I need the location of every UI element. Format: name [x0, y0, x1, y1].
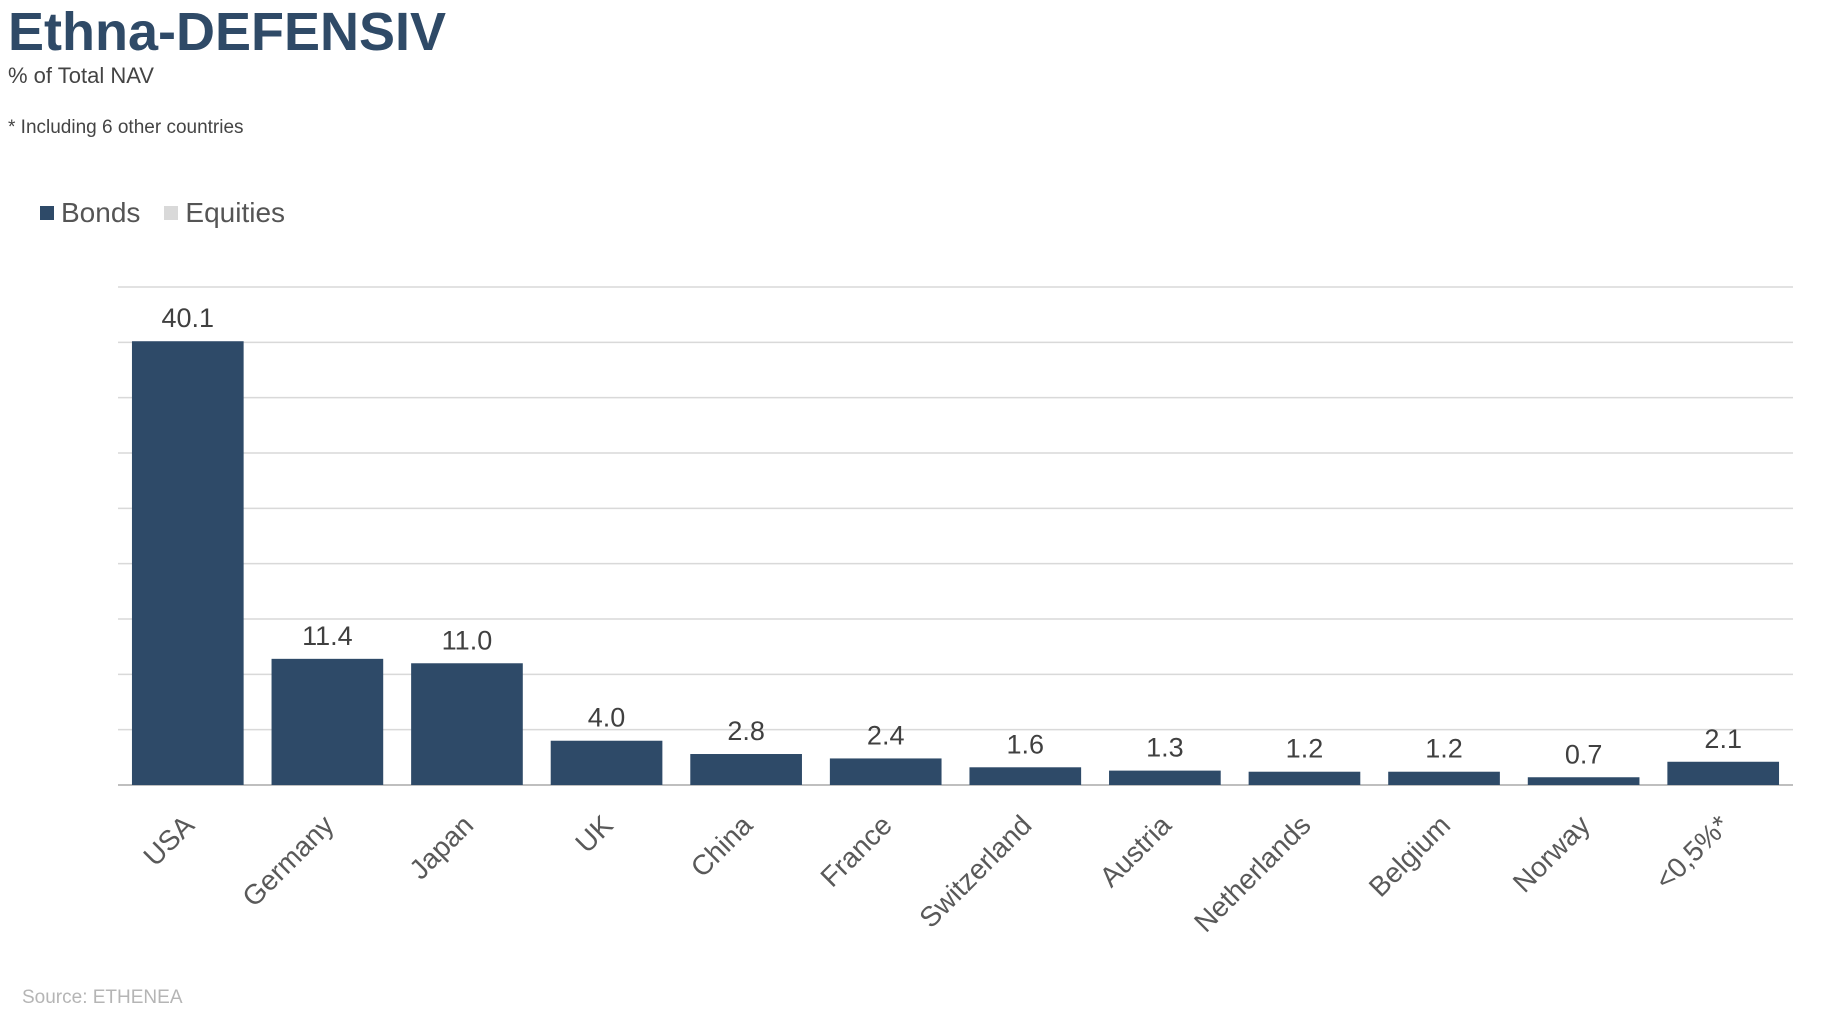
x-tick-label: Germany: [236, 809, 339, 912]
x-tick-label: UK: [569, 809, 619, 859]
chart-source: Source: ETHENEA: [22, 987, 183, 1008]
x-tick-label: USA: [137, 809, 200, 872]
data-label: 4.0: [588, 703, 626, 733]
legend-swatch-equities: [164, 206, 179, 220]
data-label: 11.4: [302, 621, 353, 651]
data-label: 1.6: [1007, 729, 1045, 759]
bar-1: [271, 658, 384, 785]
legend-label-equities: Equities: [185, 197, 286, 228]
bar-4: [690, 754, 802, 785]
data-label: 0.7: [1565, 739, 1603, 769]
category-axis-labels: USA Germany Japan UK China France Switzerland A…: [137, 809, 1735, 938]
data-label: 1.2: [1425, 734, 1463, 764]
legend-item-bonds: Bonds: [40, 197, 140, 229]
x-tick-label: Belgium: [1363, 809, 1456, 902]
x-tick-label: Switzerland: [913, 809, 1037, 933]
bar-3: [550, 740, 663, 785]
x-tick-label: France: [814, 809, 898, 893]
chart-title: Ethna-DEFENSIV: [8, 2, 447, 62]
data-label: 2.4: [867, 720, 905, 750]
data-label: 1.3: [1146, 733, 1184, 763]
bar-5: [829, 758, 942, 785]
x-tick-label: <0,5%*: [1649, 809, 1735, 895]
legend-label-bonds: Bonds: [61, 197, 141, 228]
chart-legend: Bonds Equities: [40, 197, 309, 229]
bar-6: [969, 767, 1082, 785]
x-tick-label: Netherlands: [1188, 809, 1317, 938]
x-tick-label: Austria: [1094, 809, 1178, 893]
legend-item-equities: Equities: [164, 197, 285, 229]
gridlines: [118, 286, 1793, 786]
bar-2: [411, 663, 523, 785]
data-label: 2.8: [727, 716, 765, 746]
bars: [131, 341, 1780, 785]
bar-10: [1527, 777, 1640, 785]
data-label: 1.2: [1286, 734, 1324, 764]
bar-9: [1388, 771, 1500, 785]
data-label: 2.1: [1704, 724, 1742, 754]
bar-0: [131, 341, 244, 785]
x-tick-label: Norway: [1507, 809, 1596, 898]
x-tick-label: Japan: [403, 809, 479, 885]
x-tick-label: China: [685, 809, 759, 883]
data-label: 11.0: [442, 625, 493, 655]
bar-8: [1248, 771, 1361, 785]
bar-7: [1109, 770, 1221, 785]
chart-subtitle: % of Total NAV: [8, 63, 154, 88]
bar-11: [1667, 761, 1780, 785]
legend-swatch-bonds: [40, 206, 54, 220]
data-label: 40.1: [162, 303, 215, 333]
chart-footnote: * Including 6 other countries: [8, 117, 244, 138]
data-labels: 40.1 11.4 11.0 4.0 2.8 2.4 1.6 1.3 1.2 1.2 0.7 2.1: [162, 303, 1742, 769]
